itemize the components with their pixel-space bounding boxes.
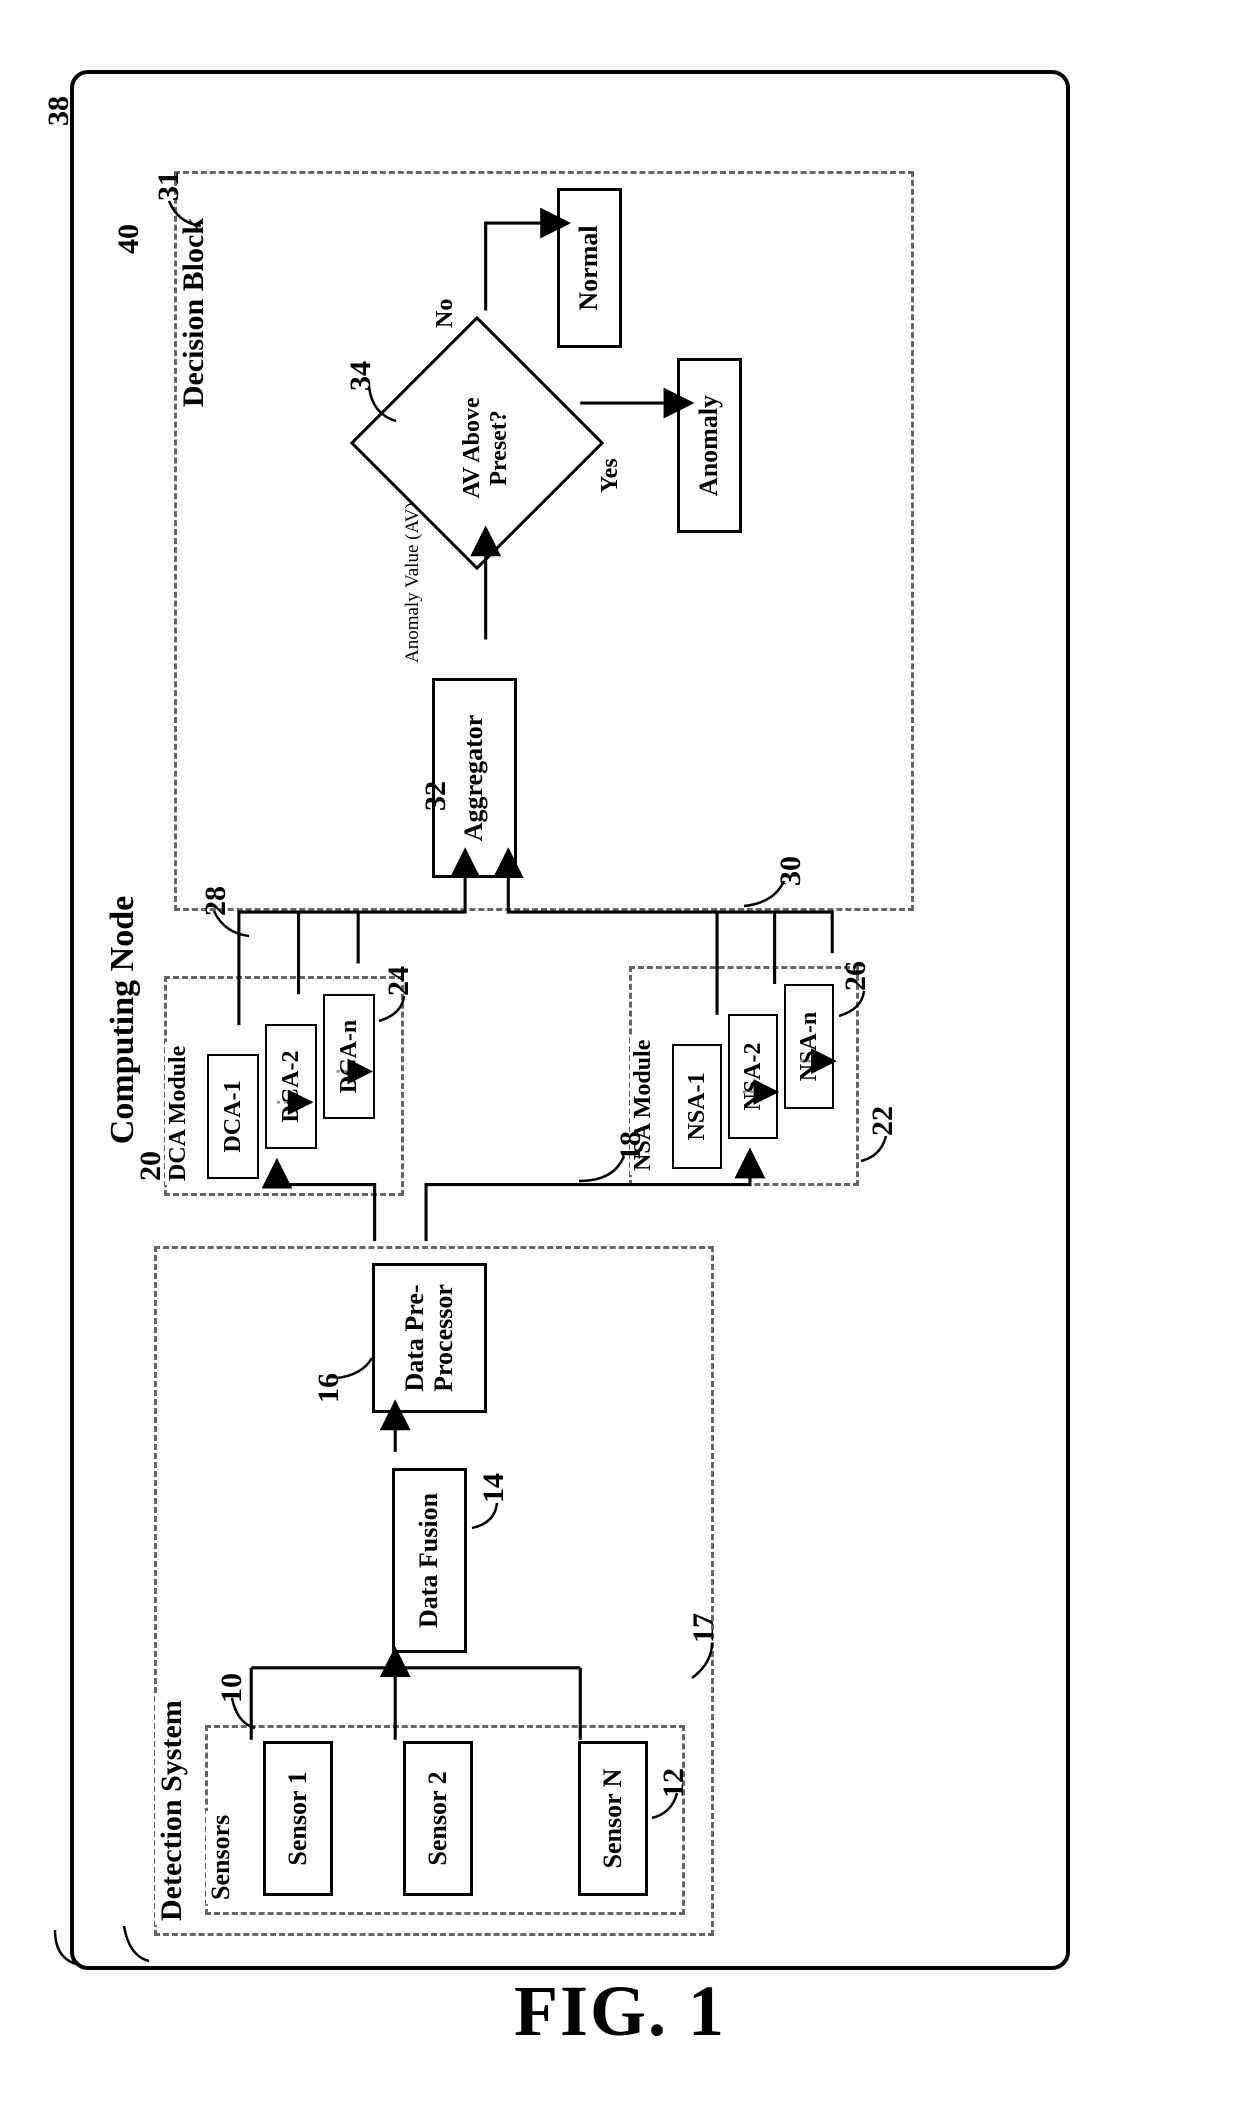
no-label: No: [432, 299, 459, 328]
ref-26: 26: [839, 961, 873, 991]
dca-module-title: DCA Module: [165, 1042, 192, 1185]
diamond-text: AV Above Preset?: [459, 358, 513, 538]
dca-2: DCA-2: [265, 1024, 317, 1149]
dca-1: DCA-1: [207, 1054, 259, 1179]
ref-14: 14: [477, 1473, 511, 1503]
ref-18: 18: [614, 1131, 648, 1161]
ref-32: 32: [419, 781, 453, 811]
sensors-box: Sensors Sensor 1 Sensor 2 Sensor N: [205, 1725, 685, 1915]
normal-block: Normal: [557, 188, 622, 348]
ref-24: 24: [382, 966, 416, 996]
aggregator-block: Aggregator: [432, 678, 517, 878]
decision-block-box: Decision Block Aggregator Anomaly Value …: [174, 171, 914, 911]
av-label: Anomaly Value (AV): [402, 502, 424, 663]
ref-10: 10: [215, 1673, 249, 1703]
computing-node-title: Computing Node: [104, 104, 142, 1936]
dca-module-box: DCA Module DCA-1 DCA-2 DCA-n: [164, 976, 404, 1196]
nsa-2: NSA-2: [728, 1014, 778, 1139]
nsa-n: NSA-n: [784, 984, 834, 1109]
ref-17: 17: [687, 1613, 721, 1643]
figure-label: FIG. 1: [20, 1970, 1220, 2053]
anomaly-block: Anomaly: [677, 358, 742, 533]
nsa-module-box: NSA Module NSA-1 NSA-2 NSA-n: [629, 966, 859, 1186]
decision-diamond: AV Above Preset?: [350, 316, 605, 571]
data-preprocessor-block: Data Pre- Processor: [372, 1263, 487, 1413]
sensors-title: Sensors: [206, 1811, 236, 1904]
detection-system-box: Detection System Sensors Sensor 1 Sensor…: [154, 1246, 714, 1936]
ref-12: 12: [657, 1768, 691, 1798]
ref-22: 22: [866, 1106, 900, 1136]
nsa-1: NSA-1: [672, 1044, 722, 1169]
data-fusion-block: Data Fusion: [392, 1468, 467, 1653]
ref-40: 40: [112, 224, 146, 254]
ref-28: 28: [199, 886, 233, 916]
ref-20: 20: [134, 1151, 168, 1181]
sensor-1: Sensor 1: [263, 1741, 333, 1896]
dca-n: DCA-n: [323, 994, 375, 1119]
detection-system-title: Detection System: [155, 1696, 189, 1925]
ref-16: 16: [312, 1373, 346, 1403]
sensor-2: Sensor 2: [403, 1741, 473, 1896]
computing-node-box: Computing Node 40 Detection System Senso…: [70, 70, 1070, 1970]
sensor-n: Sensor N: [578, 1741, 648, 1896]
ref-34: 34: [344, 361, 378, 391]
yes-label: Yes: [597, 458, 624, 493]
ref-30: 30: [774, 856, 808, 886]
ref-31: 31: [152, 171, 186, 201]
decision-block-title: Decision Block: [177, 214, 211, 411]
